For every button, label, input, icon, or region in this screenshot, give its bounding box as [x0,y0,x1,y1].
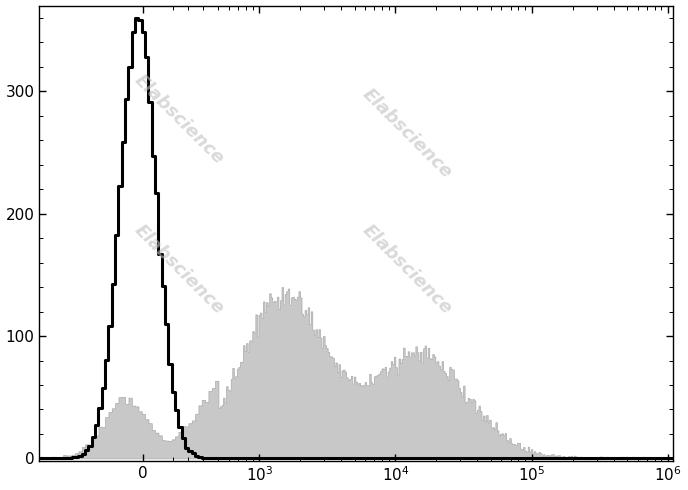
Text: Elabscience: Elabscience [131,71,227,168]
Text: Elabscience: Elabscience [358,221,455,318]
Text: Elabscience: Elabscience [131,221,227,318]
Text: Elabscience: Elabscience [358,85,455,181]
